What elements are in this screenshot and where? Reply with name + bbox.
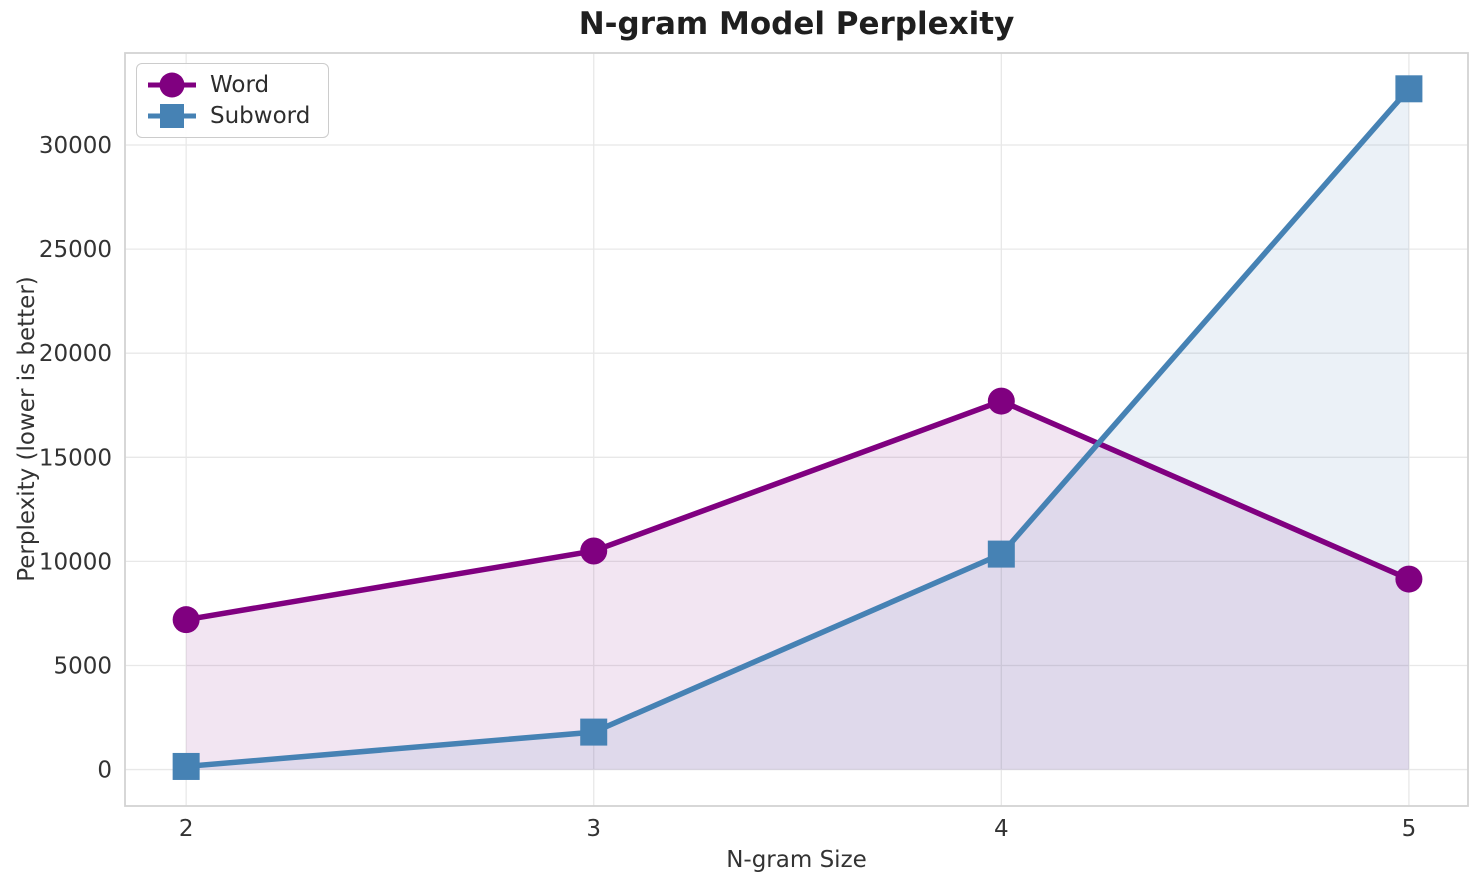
legend-marker-square-icon <box>148 104 196 128</box>
x-tick-label: 3 <box>586 816 601 842</box>
legend-label: Word <box>210 72 270 98</box>
area-fill-subword <box>186 88 1409 770</box>
x-tick-label: 4 <box>994 816 1009 842</box>
series-line-word <box>183 398 1412 623</box>
y-tick-label: 30000 <box>39 133 112 159</box>
x-tick-label: 5 <box>1402 816 1417 842</box>
y-tick-label: 0 <box>97 758 112 784</box>
marker-subword <box>987 540 1015 568</box>
y-tick-label: 20000 <box>39 341 112 367</box>
y-tick-label: 25000 <box>39 237 112 263</box>
legend-item-word: Word <box>147 71 310 99</box>
legend-label: Subword <box>210 103 311 129</box>
legend-item-subword: Subword <box>147 102 310 130</box>
marker-word <box>172 606 200 634</box>
series-line-subword <box>183 86 1412 770</box>
marker-subword <box>172 752 200 780</box>
chart-title: N-gram Model Perplexity <box>578 6 1015 42</box>
y-tick-label: 10000 <box>39 549 112 575</box>
legend: Word Subword <box>136 63 330 138</box>
legend-marker-circle-icon <box>148 72 196 98</box>
x-axis-label: N-gram Size <box>726 847 867 873</box>
x-tick-label: 2 <box>179 816 194 842</box>
marker-word <box>1395 565 1423 593</box>
plot-border <box>124 52 1469 807</box>
marker-subword <box>580 718 608 746</box>
marker-word <box>987 387 1015 415</box>
y-tick-label: 15000 <box>39 445 112 471</box>
y-tick-label: 5000 <box>53 653 112 679</box>
y-axis-label: Perplexity (lower is better) <box>14 276 40 582</box>
marker-subword <box>1395 75 1423 103</box>
marker-word <box>580 537 608 565</box>
area-fill-word <box>186 401 1409 770</box>
